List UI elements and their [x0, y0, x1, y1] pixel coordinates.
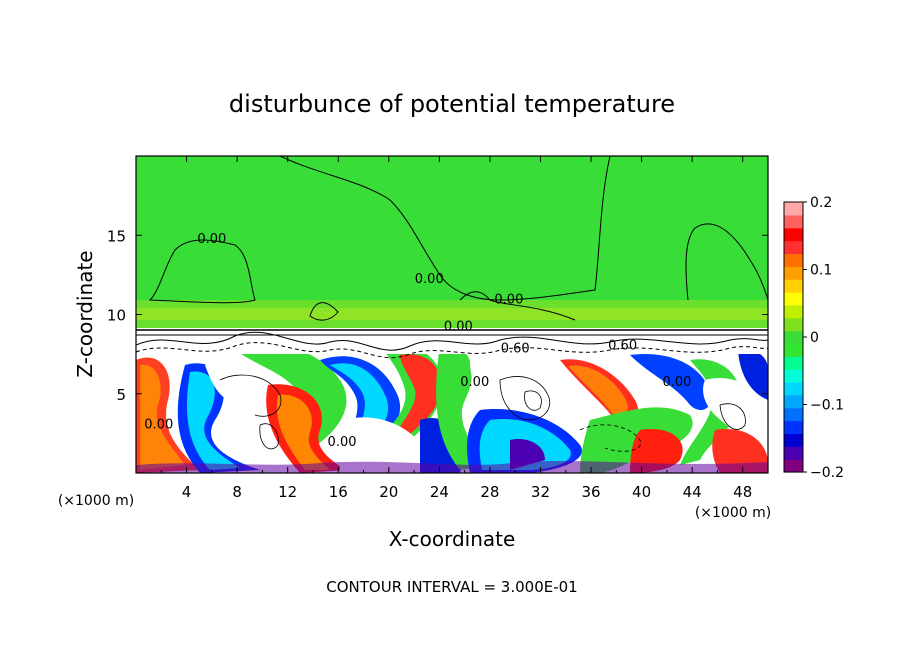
colorbar-swatch	[784, 394, 803, 409]
x-tick-label: 20	[379, 483, 398, 501]
contour-label: 0.60	[608, 338, 637, 353]
colorbar-swatch	[784, 433, 803, 447]
blob-white-3	[338, 417, 430, 473]
colorbar-tick-label: 0.1	[810, 263, 832, 279]
y-tick-label: 15	[107, 227, 126, 245]
colorbar-swatch	[784, 407, 803, 422]
colorbar-swatch	[784, 214, 803, 229]
colorbar-tick-label: 0.2	[810, 195, 832, 211]
colorbar-swatch	[784, 459, 803, 473]
colorbar-swatch	[784, 253, 803, 267]
contours	[148, 156, 768, 321]
blob-blue-6	[630, 354, 711, 410]
contour-label: 0.60	[501, 342, 530, 357]
colorbar-swatch	[784, 420, 803, 435]
colorbar-swatch	[784, 227, 803, 242]
colorbar-swatch	[784, 279, 803, 293]
colorbar-swatch	[784, 317, 803, 332]
contour-label: 0.00	[663, 375, 692, 390]
turbulent-structures	[136, 341, 768, 473]
contour-label: 0.00	[197, 232, 226, 247]
colorbar-tick-label: −0.2	[810, 465, 844, 481]
colorbar-swatch	[784, 446, 803, 460]
chart-title: disturbunce of potential temperature	[229, 90, 675, 118]
x-tick-label: 48	[733, 483, 752, 501]
contour-label: 0.00	[460, 375, 489, 390]
x-tick-label: 16	[329, 483, 348, 501]
contour-mid	[459, 291, 576, 321]
x-tick-label: 28	[480, 483, 499, 501]
blob-blue-7	[738, 349, 768, 400]
x-tick-label: 12	[278, 483, 297, 501]
inversion-band-yellow	[136, 308, 768, 320]
contour-small	[309, 302, 339, 321]
colorbar-ticks: 0.2 0.1 0 −0.1 −0.2	[803, 195, 844, 481]
y-axis-label: Z-coordinate	[73, 250, 97, 377]
contour-label: 0.00	[494, 292, 523, 307]
interface-wave	[136, 331, 768, 351]
contour-labels: 0.00 0.00 0.00 0.00 0.60 0.60 0.00 0.00 0.00 0.00	[144, 232, 691, 450]
colorbar-swatch	[784, 330, 803, 345]
x-tick-label: 24	[430, 483, 449, 501]
contour-right-lobe	[685, 223, 768, 301]
x-tick-label: 40	[632, 483, 651, 501]
blob-red-5	[630, 429, 683, 473]
contour-label: 0.00	[144, 418, 173, 433]
colorbar-swatch	[784, 356, 803, 370]
colorbar-swatch	[784, 343, 803, 357]
blob-orange-4	[568, 365, 628, 416]
lower-contour-3	[524, 390, 542, 411]
colorbar-swatch	[784, 369, 803, 383]
x-tick-label: 32	[531, 483, 550, 501]
contour-left-lobe	[148, 239, 256, 304]
interface-wave-2	[136, 342, 768, 359]
y-tick-label: 5	[116, 386, 126, 404]
lower-contours	[219, 374, 746, 452]
contour-label: 0.00	[444, 319, 473, 334]
lower-contour-1	[219, 374, 282, 417]
x-tick-label: 36	[581, 483, 600, 501]
colorbar-swatch	[784, 292, 803, 306]
colorbar-swatch	[784, 382, 803, 396]
y-tick-label: 10	[107, 307, 126, 325]
colorbar-tick-label: −0.1	[810, 398, 844, 414]
blob-red-3	[393, 354, 441, 450]
x-tick-label: 4	[182, 483, 192, 501]
x-unit-label-right: (×1000 m)	[695, 505, 771, 521]
colorbar-swatch	[784, 266, 803, 280]
contour-interval-note: CONTOUR INTERVAL = 3.000E-01	[326, 578, 577, 596]
lower-contour-5	[719, 403, 746, 430]
contour-label: 0.00	[328, 435, 357, 450]
lower-contour-dashed	[579, 424, 642, 452]
lower-contour-4	[259, 423, 279, 450]
x-unit-label-left: (×1000 m)	[58, 493, 134, 509]
x-tick-label: 8	[232, 483, 242, 501]
blob-green-3	[436, 344, 490, 470]
blob-purple-floor	[136, 461, 768, 473]
colorbar-swatch	[784, 304, 803, 319]
blob-red-6	[712, 429, 768, 473]
contour-label: 0.00	[415, 272, 444, 287]
x-axis-label: X-coordinate	[389, 527, 516, 551]
blob-cyan-1	[186, 371, 240, 470]
blob-orange-left	[140, 364, 185, 470]
colorbar-swatch	[784, 240, 803, 255]
y-axis-ticks: 5 10 15	[107, 227, 768, 404]
colorbar-swatch	[784, 202, 803, 216]
colorbar	[784, 202, 803, 473]
x-tick-label: 44	[683, 483, 702, 501]
blob-orange-2	[276, 394, 330, 470]
lower-contour-2	[499, 376, 551, 421]
colorbar-tick-label: 0	[810, 330, 819, 346]
plot-area: 0.00 0.00 0.00 0.00 0.60 0.60 0.00 0.00 0.00 0.00	[136, 156, 768, 473]
x-axis-ticks: 4 8 12 16 20 24 28 32 36 40 44 48	[160, 156, 752, 501]
